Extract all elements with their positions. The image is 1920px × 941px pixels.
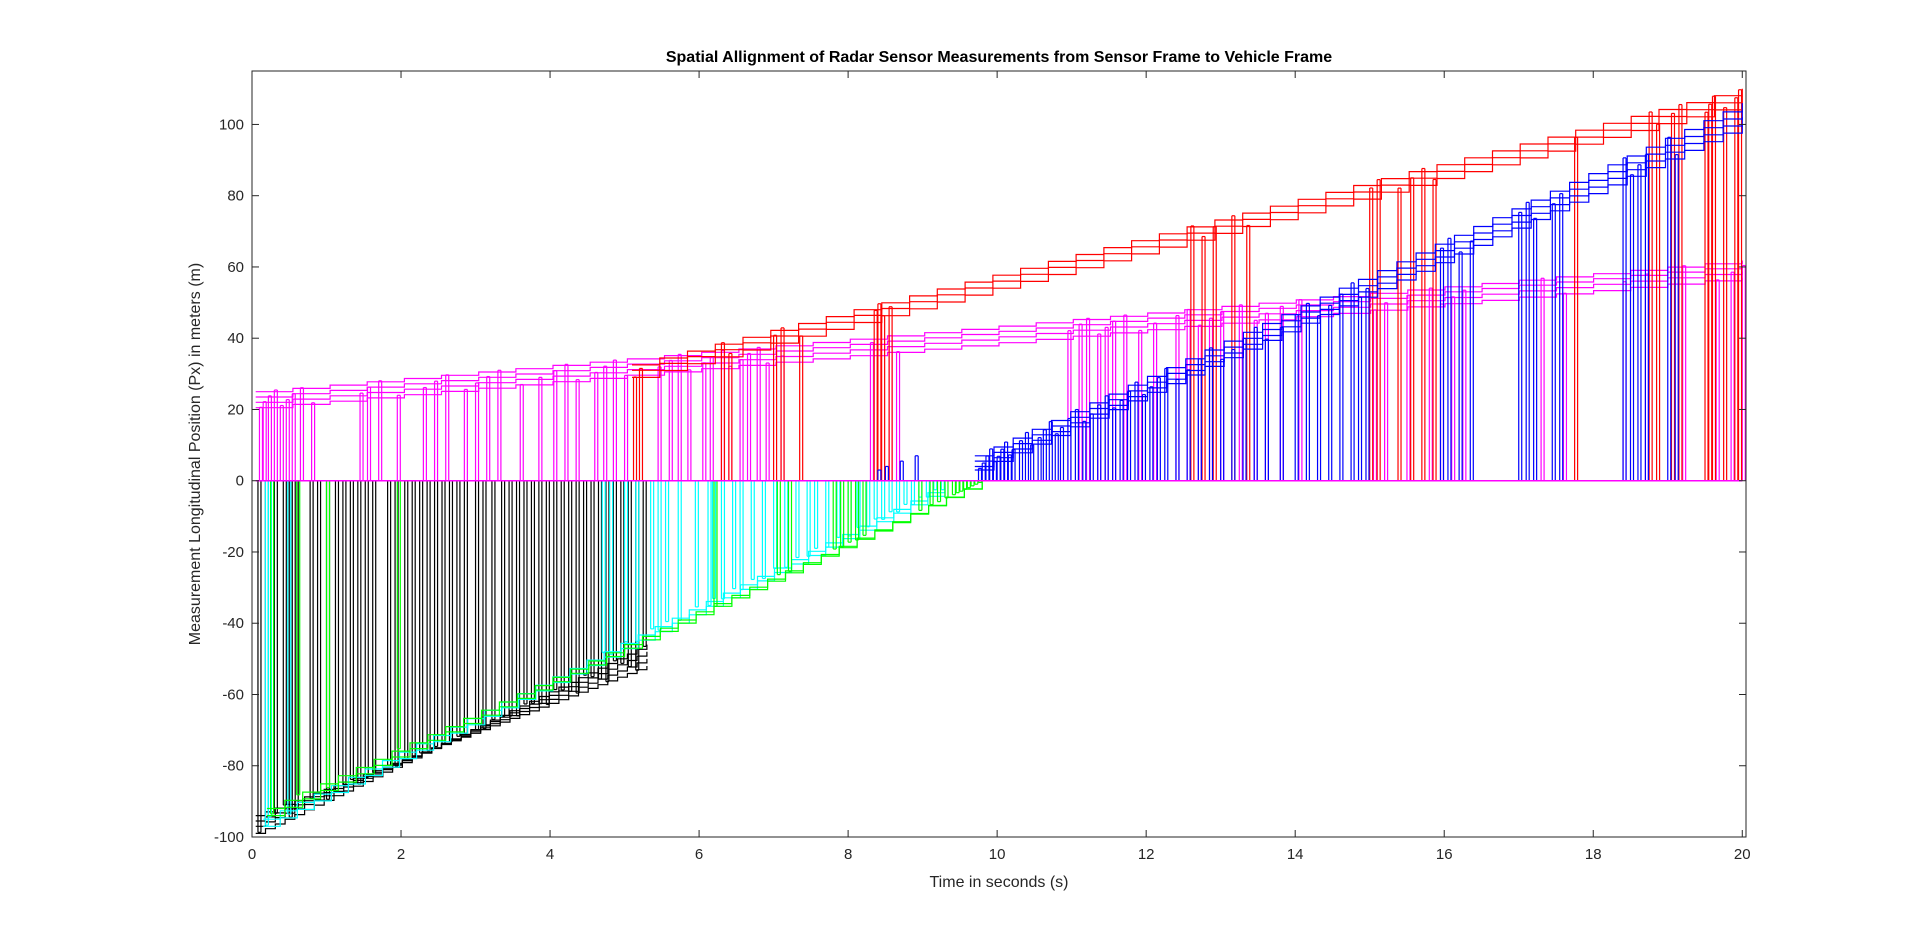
- y-tick-label: -60: [222, 686, 244, 703]
- x-tick-label: 10: [989, 846, 1006, 863]
- track-line: [255, 277, 1743, 409]
- track-line: [266, 480, 983, 810]
- x-tick-label: 2: [397, 846, 405, 863]
- track-line: [632, 88, 1743, 366]
- x-tick-label: 6: [695, 846, 703, 863]
- track-line: [255, 265, 1743, 398]
- track-line: [255, 260, 1743, 393]
- y-tick-label: -40: [222, 615, 244, 632]
- x-tick-label: 18: [1585, 846, 1602, 863]
- x-tick-label: 12: [1138, 846, 1155, 863]
- y-tick-label: 60: [227, 259, 244, 276]
- y-tick-label: 0: [236, 473, 244, 490]
- data-layer: [255, 88, 1746, 834]
- x-tick-label: 0: [248, 846, 256, 863]
- x-tick-label: 20: [1734, 846, 1751, 863]
- series-2: [632, 88, 1743, 481]
- y-axis-label: Measurement Longitudinal Position (Px) i…: [187, 263, 204, 645]
- series-6: [266, 480, 983, 817]
- x-tick-label: 4: [546, 846, 554, 863]
- series-5: [263, 480, 946, 827]
- y-tick-label: 80: [227, 188, 244, 205]
- x-axis-label: Time in seconds (s): [930, 874, 1069, 891]
- x-axis: 0 2 4 6 8 10 12 14 16 18 20: [248, 71, 1751, 863]
- y-tick-label: -80: [222, 758, 244, 775]
- x-tick-label: 16: [1436, 846, 1453, 863]
- y-tick-label: -100: [214, 829, 244, 846]
- y-tick-label: 20: [227, 401, 244, 418]
- y-tick-label: 40: [227, 330, 244, 347]
- x-tick-label: 8: [844, 846, 852, 863]
- plot-frame: [251, 70, 1747, 838]
- y-axis: -100 -80 -60 -40 -20 0 20 40 60 80 100: [214, 116, 1746, 846]
- track-line: [263, 484, 946, 820]
- y-tick-label: 100: [219, 116, 244, 133]
- y-tick-label: -20: [222, 544, 244, 561]
- series-3: [877, 103, 1743, 481]
- track-line: [974, 103, 1743, 457]
- x-tick-label: 14: [1287, 846, 1304, 863]
- track-line: [255, 271, 1743, 403]
- chart-title: Spatial Allignment of Radar Sensor Measu…: [666, 49, 1332, 66]
